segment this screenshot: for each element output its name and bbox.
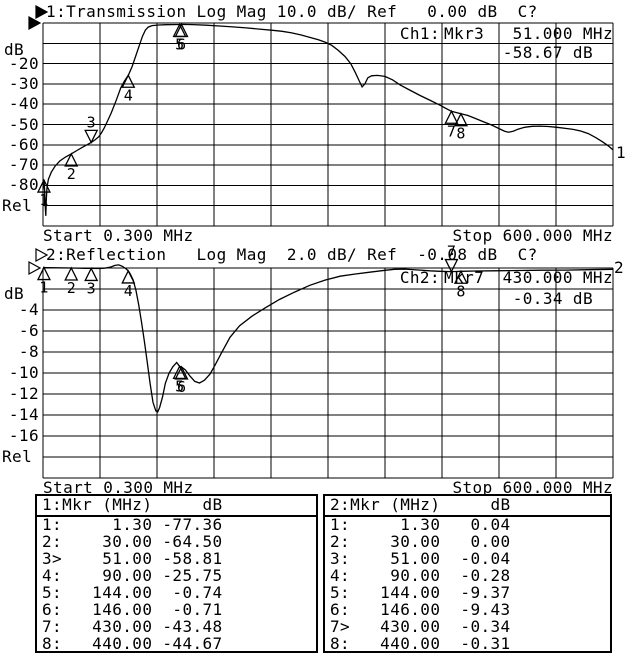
ch2-ytick: -10	[8, 363, 39, 382]
ch2-grid	[42, 267, 614, 479]
ch2-channel-icon	[35, 247, 49, 263]
ch1-unit-label: dB	[4, 40, 25, 59]
marker-table-ch2-row-4: 4: 90.00 -0.28	[330, 566, 511, 585]
ch1-annotation-value: -58.67 dB	[502, 43, 593, 62]
marker-table-ch1-row-7: 7: 430.00 -43.48	[42, 617, 223, 636]
ch1-marker-4-label: 4	[124, 86, 133, 104]
marker-table-ch1-row-3: 3> 51.00 -58.81	[42, 549, 223, 568]
ch2-marker-6-triangle	[174, 365, 189, 380]
ch1-annotation-freq: 51.000 MHz	[512, 24, 613, 43]
ch2-unit-label: dB	[4, 284, 25, 303]
ch1-marker-1-triangle	[36, 178, 52, 193]
trace2-number-label: 2	[614, 258, 625, 277]
ch2-marker-5-label: 5	[175, 377, 184, 395]
ch2-ytick: -14	[8, 405, 39, 424]
ch2-marker-2-label: 2	[67, 279, 76, 297]
marker-table-ch2-header: 2:Mkr (MHz) dB	[330, 495, 511, 514]
marker-table-ch2-separator	[325, 515, 610, 517]
ch2-start-label: Start 0.300 MHz	[43, 478, 194, 497]
marker-table-ch1-row-2: 2: 30.00 -64.50	[42, 532, 223, 551]
trace1-number-label: 1	[616, 143, 627, 162]
ch1-marker-4-triangle	[121, 73, 136, 88]
ch2-ytick: -4	[18, 300, 39, 319]
ch2-ytick: -6	[18, 321, 39, 340]
ch2-marker-8-triangle	[453, 269, 468, 284]
marker-table-ch2-row-7: 7> 430.00 -0.34	[330, 617, 511, 636]
ch2-annotation-value: -0.34 dB	[512, 289, 593, 308]
ch2-marker-2-triangle	[64, 266, 79, 281]
ch2-marker-3-triangle	[84, 266, 99, 282]
ch2-annotation-freq: 430.000 MHz	[502, 268, 613, 287]
ch1-marker-2-label: 2	[67, 165, 76, 183]
ch2-ref-position-icon	[28, 260, 42, 276]
ch2-title-bar: 2:Reflection Log Mag 2.0 dB/ Ref -0.08 d…	[36, 245, 538, 264]
ch2-annotation-channel: Ch2:	[399, 268, 440, 287]
ch1-start-label: Start 0.300 MHz	[43, 226, 194, 245]
marker-table-ch1-separator	[37, 515, 316, 517]
ch2-marker-4-triangle	[121, 269, 136, 284]
marker-table-ch1: 1:Mkr (MHz) dB 1: 1.30 -77.36 2: 30.00 -6…	[35, 494, 318, 653]
ch1-title-bar: 1:Transmission Log Mag 10.0 dB/ Ref 0.00…	[36, 2, 538, 21]
ch1-ytick: -70	[8, 155, 39, 175]
ch1-marker-8-label: 8	[456, 125, 465, 143]
ch2-marker-6-label: 6	[177, 378, 186, 396]
ch2-marker-4-label: 4	[124, 282, 133, 300]
marker-table-ch1-row-6: 6: 146.00 -0.71	[42, 600, 223, 619]
ch1-ytick: -40	[8, 94, 39, 114]
ch2-marker-8-label: 8	[456, 282, 465, 300]
marker-table-ch2-row-1: 1: 1.30 0.04	[330, 515, 511, 534]
trace-1	[42, 23, 614, 216]
ch2-marker-7-label: 7	[447, 243, 456, 261]
ch1-ytick: -60	[8, 134, 39, 154]
ch1-ytick: -80	[8, 175, 39, 195]
ch1-marker-6-triangle	[174, 22, 189, 38]
ch1-annotation-marker: Mkr3	[444, 24, 485, 43]
ch2-marker-1-triangle	[36, 266, 52, 281]
trace-2	[42, 264, 614, 413]
ch2-annotation-marker: Mkr7	[444, 268, 485, 287]
ch1-ytick: -50	[8, 114, 39, 134]
ch2-rel-label: Rel	[2, 447, 33, 466]
ch1-ref-position-icon	[28, 15, 42, 31]
marker-table-ch1-row-8: 8: 440.00 -44.67	[42, 634, 223, 653]
ch1-annotation-channel: Ch1:	[399, 24, 440, 43]
marker-table-ch2: 2:Mkr (MHz) dB 1: 1.30 0.04 2: 30.00 0.00…	[323, 494, 612, 653]
ch2-marker-1-label: 1	[39, 279, 48, 297]
marker-table-ch2-row-5: 5: 144.00 -9.37	[330, 583, 511, 602]
marker-table-ch1-header: 1:Mkr (MHz) dB	[42, 495, 223, 514]
ch1-ytick: -30	[8, 73, 39, 93]
ch1-ytick: -20	[8, 53, 39, 73]
ch1-marker-1-label: 1	[39, 191, 48, 209]
marker-table-ch1-row-5: 5: 144.00 -0.74	[42, 583, 223, 602]
ch1-marker-7-label: 7	[447, 122, 456, 140]
ch2-ytick: -8	[18, 342, 39, 361]
marker-table-ch1-row-1: 1: 1.30 -77.36	[42, 515, 223, 534]
ch1-channel-icon	[35, 4, 49, 20]
marker-table-ch2-row-6: 6: 146.00 -9.43	[330, 600, 511, 619]
ch1-stop-label: Stop 600.000 MHz	[452, 226, 613, 245]
ch2-stop-label: Stop 600.000 MHz	[452, 478, 613, 497]
marker-table-ch2-row-3: 3: 51.00 -0.04	[330, 549, 511, 568]
ch2-marker-7-triangle	[444, 258, 459, 274]
ch1-rel-label: Rel	[2, 196, 33, 215]
ch1-marker-3-triangle	[84, 129, 99, 144]
ch2-ytick: -16	[8, 426, 39, 445]
ch1-marker-2-triangle	[64, 152, 79, 167]
marker-table-ch2-row-8: 8: 440.00 -0.31	[330, 634, 511, 653]
ch1-marker-6-label: 6	[177, 35, 186, 53]
ch1-marker-8-triangle	[453, 112, 468, 127]
ch1-marker-5-label: 5	[175, 36, 184, 54]
marker-table-ch2-row-2: 2: 30.00 0.00	[330, 532, 511, 551]
ch1-marker-7-triangle	[444, 109, 459, 124]
ch1-marker-3-label: 3	[87, 113, 96, 131]
ch2-ytick: -12	[8, 384, 39, 403]
marker-table-ch1-row-4: 4: 90.00 -25.75	[42, 566, 223, 585]
ch2-marker-3-label: 3	[87, 279, 96, 297]
